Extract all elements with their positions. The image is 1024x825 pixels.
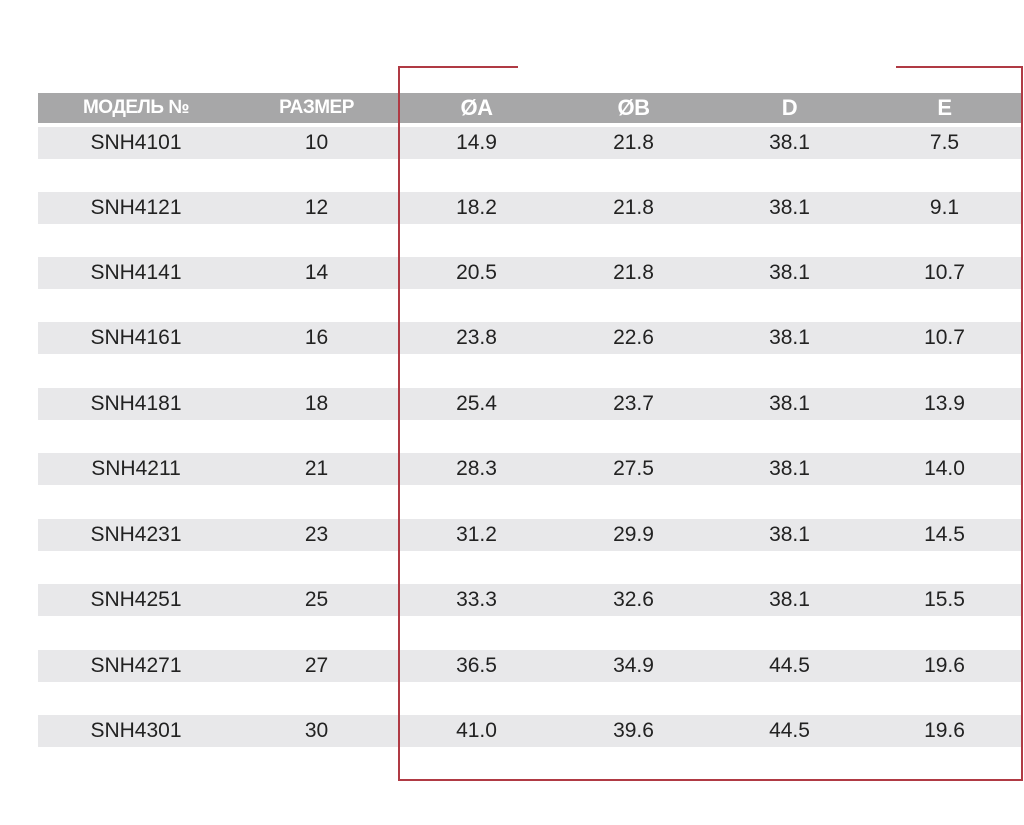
cell-a: 18.2 [456, 196, 497, 219]
cell-d: 38.1 [769, 131, 810, 154]
cell-model: SNH4121 [90, 196, 182, 219]
frame-right-edge [1021, 66, 1023, 781]
cell-a: 28.3 [456, 457, 497, 480]
table-row: SNH4141 14 20.5 21.8 38.1 10.7 [38, 257, 1022, 289]
cell-model: SNH4141 [90, 261, 182, 284]
cell-a: 33.3 [456, 588, 497, 611]
header-e: E [937, 95, 952, 120]
table-row: SNH4301 30 41.0 39.6 44.5 19.6 [38, 715, 1022, 747]
header-diameter-a: ØA [460, 95, 494, 120]
header-d: D [781, 95, 798, 120]
cell-model: SNH4231 [90, 523, 182, 546]
table-row: SNH4121 12 18.2 21.8 38.1 9.1 [38, 192, 1022, 224]
cell-a: 14.9 [456, 131, 497, 154]
cell-size: 12 [304, 196, 329, 219]
table-row: SNH4211 21 28.3 27.5 38.1 14.0 [38, 453, 1022, 485]
cell-size: 25 [304, 588, 329, 611]
cell-b: 32.6 [613, 588, 654, 611]
cell-a: 31.2 [456, 523, 497, 546]
cell-e: 14.0 [924, 457, 965, 480]
cell-d: 38.1 [769, 326, 810, 349]
table-row: SNH4181 18 25.4 23.7 38.1 13.9 [38, 388, 1022, 420]
cell-b: 39.6 [613, 719, 654, 742]
cell-a: 20.5 [456, 261, 497, 284]
cell-d: 44.5 [769, 719, 810, 742]
cell-size: 27 [304, 654, 329, 677]
cell-size: 30 [304, 719, 329, 742]
table-row: SNH4101 10 14.9 21.8 38.1 7.5 [38, 127, 1022, 159]
table-row: SNH4251 25 33.3 32.6 38.1 15.5 [38, 584, 1022, 616]
cell-b: 29.9 [613, 523, 654, 546]
frame-left-edge [398, 66, 400, 781]
cell-a: 25.4 [456, 392, 497, 415]
cell-size: 23 [304, 523, 329, 546]
cell-size: 21 [304, 457, 329, 480]
table-header: МОДЕЛЬ № РАЗМЕР ØA ØB D E [38, 93, 1022, 123]
cell-b: 23.7 [613, 392, 654, 415]
cell-model: SNH4161 [90, 326, 182, 349]
cell-size: 10 [304, 131, 329, 154]
cell-e: 13.9 [924, 392, 965, 415]
cell-size: 16 [304, 326, 329, 349]
cell-a: 41.0 [456, 719, 497, 742]
cell-d: 38.1 [769, 261, 810, 284]
cell-b: 21.8 [613, 131, 654, 154]
cell-model: SNH4101 [90, 131, 182, 154]
table-row: SNH4271 27 36.5 34.9 44.5 19.6 [38, 650, 1022, 682]
table-row: SNH4231 23 31.2 29.9 38.1 14.5 [38, 519, 1022, 551]
cell-e: 9.1 [929, 196, 960, 219]
cell-model: SNH4211 [91, 457, 181, 480]
cell-b: 34.9 [613, 654, 654, 677]
frame-top-right-segment [896, 66, 1023, 68]
cell-d: 38.1 [769, 392, 810, 415]
cell-b: 27.5 [613, 457, 654, 480]
cell-model: SNH4301 [90, 719, 182, 742]
cell-size: 18 [304, 392, 329, 415]
cell-model: SNH4251 [90, 588, 182, 611]
header-size: РАЗМЕР [279, 97, 354, 118]
cell-e: 19.6 [924, 719, 965, 742]
cell-a: 23.8 [456, 326, 497, 349]
frame-bottom-edge [398, 779, 1023, 781]
cell-model: SNH4181 [90, 392, 182, 415]
cell-d: 38.1 [769, 523, 810, 546]
cell-e: 7.5 [929, 131, 960, 154]
cell-e: 19.6 [924, 654, 965, 677]
cell-size: 14 [304, 261, 329, 284]
table-row: SNH4161 16 23.8 22.6 38.1 10.7 [38, 322, 1022, 354]
cell-b: 21.8 [613, 261, 654, 284]
cell-e: 10.7 [924, 326, 965, 349]
cell-e: 10.7 [924, 261, 965, 284]
header-diameter-b: ØB [617, 95, 651, 120]
header-model: МОДЕЛЬ № [82, 97, 190, 118]
cell-b: 21.8 [613, 196, 654, 219]
cell-a: 36.5 [456, 654, 497, 677]
cell-e: 14.5 [924, 523, 965, 546]
cell-d: 38.1 [769, 588, 810, 611]
cell-d: 38.1 [769, 196, 810, 219]
cell-model: SNH4271 [90, 654, 182, 677]
cell-d: 38.1 [769, 457, 810, 480]
frame-top-left-segment [398, 66, 518, 68]
cell-b: 22.6 [613, 326, 654, 349]
cell-d: 44.5 [769, 654, 810, 677]
cell-e: 15.5 [924, 588, 965, 611]
